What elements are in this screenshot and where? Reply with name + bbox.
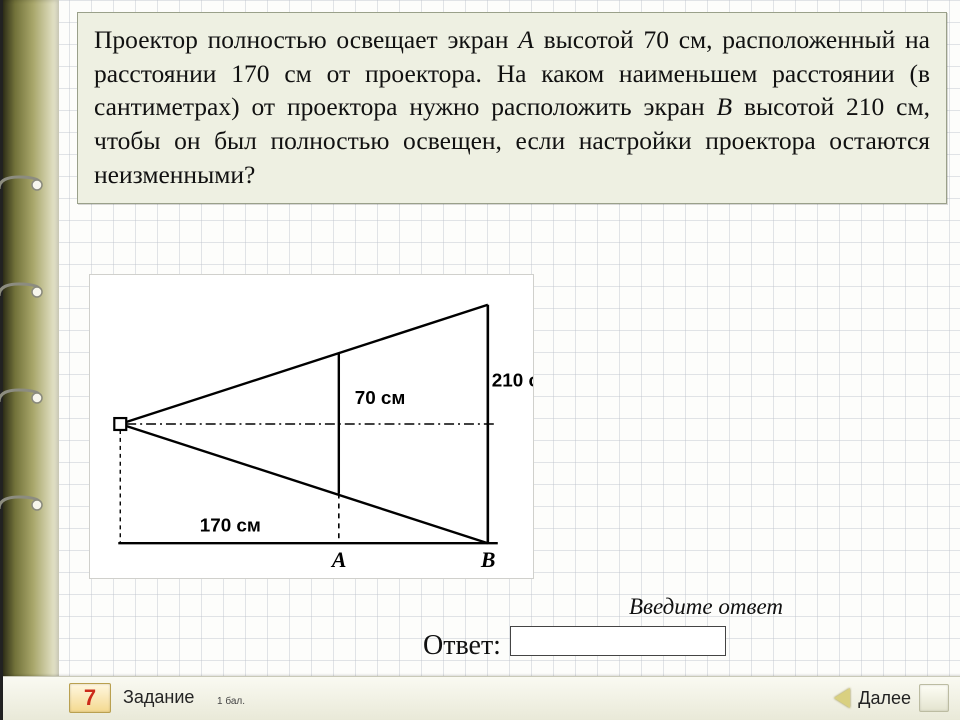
question-part: Проектор полностью освещает экран bbox=[94, 25, 518, 54]
answer-input[interactable] bbox=[510, 626, 726, 656]
page: Проектор полностью освещает экран A высо… bbox=[0, 0, 960, 720]
svg-text:B: B bbox=[480, 548, 496, 572]
answer-hint: Введите ответ bbox=[629, 594, 783, 620]
svg-text:A: A bbox=[330, 548, 347, 572]
binder-ring-icon bbox=[0, 175, 43, 189]
binder-ring-icon bbox=[0, 495, 43, 509]
binder-ring-icon bbox=[0, 282, 43, 296]
answer-label: Ответ: bbox=[423, 630, 501, 661]
question-var-b: B bbox=[717, 92, 733, 121]
answer-row: Ответ: bbox=[423, 624, 726, 662]
next-label: Далее bbox=[858, 688, 911, 709]
svg-text:210 см: 210 см bbox=[492, 369, 533, 390]
projector-diagram: 70 см 210 см 170 см A B bbox=[89, 274, 534, 579]
question-var-a: A bbox=[518, 25, 534, 54]
question-text-box: Проектор полностью освещает экран A высо… bbox=[77, 12, 947, 204]
next-box-icon bbox=[919, 684, 949, 712]
task-number-badge: 7 bbox=[69, 683, 111, 713]
binder-ring-icon bbox=[0, 388, 43, 402]
arrow-left-icon bbox=[834, 688, 850, 708]
task-label: Задание bbox=[123, 687, 194, 708]
points-label: 1 бал. bbox=[217, 696, 245, 707]
label-70: 70 см bbox=[355, 387, 406, 408]
next-button[interactable]: Далее bbox=[834, 683, 949, 713]
footer-bar: 7 Задание 1 бал. Далее bbox=[3, 676, 960, 720]
notebook-spine bbox=[3, 0, 59, 720]
svg-text:170 см: 170 см bbox=[200, 514, 261, 535]
